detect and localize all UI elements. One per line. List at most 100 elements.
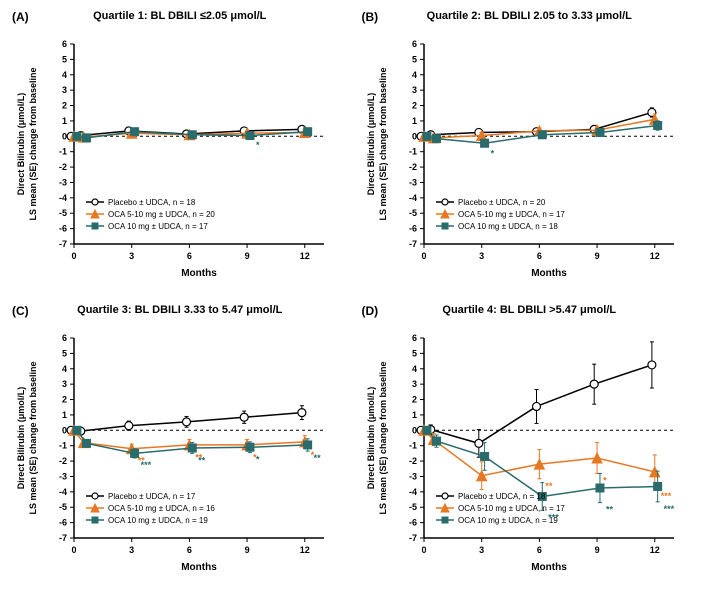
chart-a: -7-6-5-4-3-2-10123456036912MonthsDirect … <box>10 26 344 294</box>
svg-text:0: 0 <box>62 131 67 141</box>
svg-text:-5: -5 <box>59 208 67 218</box>
svg-text:6: 6 <box>411 333 416 343</box>
svg-text:**: ** <box>198 455 206 465</box>
svg-text:-4: -4 <box>59 487 67 497</box>
svg-text:-6: -6 <box>408 224 416 234</box>
svg-text:LS mean (SE) change from basel: LS mean (SE) change from baseline <box>28 361 38 514</box>
chart-b: -7-6-5-4-3-2-10123456036912MonthsDirect … <box>360 26 694 294</box>
svg-text:***: *** <box>660 491 671 501</box>
svg-text:3: 3 <box>479 545 484 555</box>
svg-text:0: 0 <box>71 251 76 261</box>
svg-text:3: 3 <box>479 251 484 261</box>
svg-text:LS mean (SE) change from basel: LS mean (SE) change from baseline <box>378 361 388 514</box>
svg-text:-3: -3 <box>408 471 416 481</box>
svg-text:-1: -1 <box>59 147 67 157</box>
svg-text:*: * <box>490 148 494 158</box>
svg-text:OCA 5-10 mg ± UDCA, n = 16: OCA 5-10 mg ± UDCA, n = 16 <box>108 504 215 513</box>
svg-text:Direct Bilirubin (μmol/L): Direct Bilirubin (μmol/L) <box>366 93 376 196</box>
svg-text:Months: Months <box>181 562 217 573</box>
svg-text:-3: -3 <box>59 471 67 481</box>
svg-text:5: 5 <box>62 54 67 64</box>
panel-label: (B) <box>362 10 379 24</box>
svg-text:**: ** <box>605 505 613 515</box>
svg-text:12: 12 <box>300 545 310 555</box>
panel-b: (B) Quartile 2: BL DBILI 2.05 to 3.33 μm… <box>360 10 700 294</box>
svg-text:-7: -7 <box>59 533 67 543</box>
svg-text:3: 3 <box>129 545 134 555</box>
panel-title: Quartile 3: BL DBILI 3.33 to 5.47 μmol/L <box>10 304 350 316</box>
svg-text:-3: -3 <box>408 177 416 187</box>
svg-text:-6: -6 <box>59 224 67 234</box>
svg-text:-4: -4 <box>408 487 416 497</box>
panel-c: (C) Quartile 3: BL DBILI 3.33 to 5.47 μm… <box>10 304 350 588</box>
svg-text:-3: -3 <box>59 177 67 187</box>
panel-label: (D) <box>362 304 379 318</box>
svg-text:-7: -7 <box>408 239 416 249</box>
svg-text:OCA 10 mg ± UDCA, n = 19: OCA 10 mg ± UDCA, n = 19 <box>108 516 208 525</box>
svg-text:9: 9 <box>594 545 599 555</box>
svg-text:9: 9 <box>594 251 599 261</box>
svg-text:-4: -4 <box>59 193 67 203</box>
svg-text:OCA 5-10 mg ± UDCA, n = 20: OCA 5-10 mg ± UDCA, n = 20 <box>108 210 215 219</box>
svg-text:5: 5 <box>411 348 416 358</box>
svg-text:-2: -2 <box>408 162 416 172</box>
svg-text:Placebo ± UDCA, n = 18: Placebo ± UDCA, n = 18 <box>108 198 196 207</box>
svg-text:-5: -5 <box>408 502 416 512</box>
svg-text:6: 6 <box>62 39 67 49</box>
svg-text:*: * <box>256 455 260 465</box>
panel-d: (D) Quartile 4: BL DBILI >5.47 μmol/L -7… <box>360 304 700 588</box>
svg-text:1: 1 <box>62 410 67 420</box>
svg-text:5: 5 <box>411 54 416 64</box>
panel-grid: (A) Quartile 1: BL DBILI ≤2.05 μmol/L -7… <box>10 10 699 588</box>
svg-text:9: 9 <box>245 545 250 555</box>
svg-text:3: 3 <box>62 379 67 389</box>
svg-text:0: 0 <box>421 545 426 555</box>
svg-text:*: * <box>256 140 260 150</box>
svg-text:4: 4 <box>62 364 67 374</box>
svg-text:-6: -6 <box>59 518 67 528</box>
svg-text:6: 6 <box>411 39 416 49</box>
svg-text:LS mean (SE) change from basel: LS mean (SE) change from baseline <box>378 67 388 220</box>
svg-text:Direct Bilirubin (μmol/L): Direct Bilirubin (μmol/L) <box>366 387 376 490</box>
svg-text:-2: -2 <box>59 162 67 172</box>
svg-text:12: 12 <box>649 545 659 555</box>
svg-text:**: ** <box>314 453 322 463</box>
svg-text:-7: -7 <box>59 239 67 249</box>
svg-text:OCA 10 mg ± UDCA, n = 19: OCA 10 mg ± UDCA, n = 19 <box>458 516 558 525</box>
svg-text:-7: -7 <box>408 533 416 543</box>
svg-text:2: 2 <box>62 395 67 405</box>
svg-text:2: 2 <box>411 101 416 111</box>
svg-text:Months: Months <box>531 268 567 279</box>
svg-text:4: 4 <box>411 364 416 374</box>
svg-text:3: 3 <box>129 251 134 261</box>
svg-text:0: 0 <box>71 545 76 555</box>
svg-text:3: 3 <box>411 85 416 95</box>
svg-text:1: 1 <box>62 116 67 126</box>
svg-text:Placebo ± UDCA, n = 17: Placebo ± UDCA, n = 17 <box>108 492 196 501</box>
svg-text:Placebo ± UDCA, n = 18: Placebo ± UDCA, n = 18 <box>458 492 546 501</box>
svg-text:0: 0 <box>421 251 426 261</box>
svg-text:Months: Months <box>531 562 567 573</box>
svg-text:OCA 5-10 mg ± UDCA, n = 17: OCA 5-10 mg ± UDCA, n = 17 <box>458 210 565 219</box>
svg-text:OCA 5-10 mg ± UDCA, n = 17: OCA 5-10 mg ± UDCA, n = 17 <box>458 504 565 513</box>
svg-text:OCA 10 mg ± UDCA, n = 17: OCA 10 mg ± UDCA, n = 17 <box>108 222 208 231</box>
svg-text:12: 12 <box>300 251 310 261</box>
svg-text:-6: -6 <box>408 518 416 528</box>
chart-d: -7-6-5-4-3-2-10123456036912MonthsDirect … <box>360 320 694 588</box>
svg-text:Placebo ± UDCA, n = 20: Placebo ± UDCA, n = 20 <box>458 198 546 207</box>
svg-text:6: 6 <box>187 545 192 555</box>
svg-text:5: 5 <box>62 348 67 358</box>
panel-title: Quartile 4: BL DBILI >5.47 μmol/L <box>360 304 700 316</box>
svg-text:2: 2 <box>62 101 67 111</box>
panel-label: (C) <box>12 304 29 318</box>
svg-text:***: *** <box>663 504 674 514</box>
svg-text:1: 1 <box>411 116 416 126</box>
svg-text:OCA 10 mg ± UDCA, n = 18: OCA 10 mg ± UDCA, n = 18 <box>458 222 558 231</box>
svg-text:3: 3 <box>411 379 416 389</box>
svg-text:Direct Bilirubin (μmol/L): Direct Bilirubin (μmol/L) <box>16 387 26 490</box>
svg-text:-1: -1 <box>408 441 416 451</box>
panel-label: (A) <box>12 10 29 24</box>
svg-text:0: 0 <box>62 425 67 435</box>
svg-text:4: 4 <box>411 70 416 80</box>
svg-text:-1: -1 <box>59 441 67 451</box>
